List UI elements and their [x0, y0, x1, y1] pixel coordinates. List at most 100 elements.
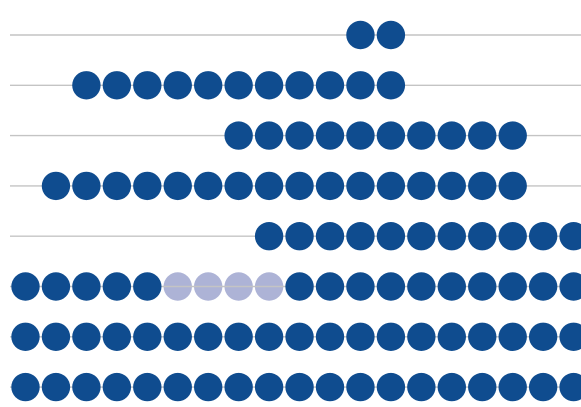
dot	[285, 222, 314, 251]
dot	[498, 322, 527, 351]
dot	[41, 272, 71, 301]
dot	[41, 372, 71, 402]
dot	[254, 71, 284, 100]
dot	[102, 372, 132, 402]
dot	[315, 372, 345, 402]
dot	[498, 222, 527, 251]
dot	[163, 322, 192, 351]
dot	[194, 171, 223, 201]
dot	[254, 322, 284, 351]
dot	[102, 171, 132, 201]
dot	[498, 372, 527, 402]
dot	[376, 71, 406, 100]
dot	[11, 322, 40, 351]
dot	[346, 322, 375, 351]
dot	[559, 222, 581, 251]
dot	[224, 71, 253, 100]
dot	[224, 322, 253, 351]
dot	[285, 372, 314, 402]
dot	[315, 272, 345, 301]
dot	[133, 272, 162, 301]
dot	[194, 71, 223, 100]
dot	[407, 372, 436, 402]
dot	[163, 71, 192, 100]
dot	[528, 222, 558, 251]
dot	[315, 171, 345, 201]
dot	[376, 222, 406, 251]
dot	[72, 71, 101, 100]
dot	[376, 322, 406, 351]
dot	[407, 322, 436, 351]
dot	[498, 272, 527, 301]
dot	[72, 322, 101, 351]
dot	[346, 20, 375, 50]
dot	[468, 272, 497, 301]
dot	[11, 272, 40, 301]
dot	[376, 372, 406, 402]
dot	[346, 222, 375, 251]
dot	[376, 121, 406, 150]
dot	[528, 272, 558, 301]
dot	[11, 372, 40, 402]
dot	[437, 372, 466, 402]
dot	[407, 121, 436, 150]
dot	[315, 121, 345, 150]
dot	[133, 372, 162, 402]
dot	[437, 222, 466, 251]
dot	[102, 272, 132, 301]
dot	[559, 272, 581, 301]
dot	[133, 171, 162, 201]
dot	[346, 171, 375, 201]
dot	[528, 322, 558, 351]
dot	[498, 171, 527, 201]
dot	[224, 121, 253, 150]
dot	[468, 372, 497, 402]
dot	[315, 222, 345, 251]
dot	[102, 322, 132, 351]
dot	[254, 222, 284, 251]
dot	[41, 322, 71, 351]
dot	[224, 171, 253, 201]
dot	[224, 372, 253, 402]
dot	[468, 322, 497, 351]
dot	[559, 372, 581, 402]
dot	[468, 171, 497, 201]
dot	[376, 20, 406, 50]
dot	[285, 322, 314, 351]
dot	[559, 322, 581, 351]
dot	[468, 121, 497, 150]
dot	[437, 272, 466, 301]
dot	[315, 71, 345, 100]
dot	[194, 322, 223, 351]
dot	[72, 372, 101, 402]
dot	[285, 272, 314, 301]
dot	[163, 372, 192, 402]
dot	[528, 372, 558, 402]
dot	[315, 322, 345, 351]
dot	[346, 272, 375, 301]
dot	[498, 121, 527, 150]
dot	[437, 171, 466, 201]
dot	[133, 71, 162, 100]
dot	[41, 171, 71, 201]
dot	[285, 71, 314, 100]
dot	[163, 171, 192, 201]
dot	[72, 171, 101, 201]
dot	[407, 222, 436, 251]
dot	[437, 121, 466, 150]
dot	[346, 121, 375, 150]
dot	[376, 272, 406, 301]
dot	[254, 372, 284, 402]
dot	[346, 71, 375, 100]
dot	[254, 171, 284, 201]
dot	[346, 372, 375, 402]
dot	[285, 171, 314, 201]
dot	[254, 121, 284, 150]
dot	[285, 121, 314, 150]
dot	[468, 222, 497, 251]
dot	[407, 272, 436, 301]
dot	[407, 171, 436, 201]
dot	[102, 71, 132, 100]
dot-grid	[11, 20, 581, 402]
